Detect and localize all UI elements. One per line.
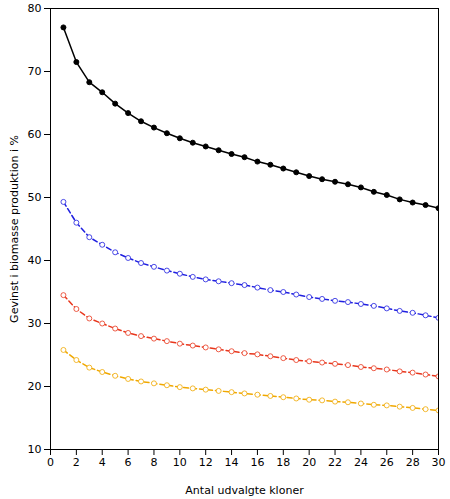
svg-text:28: 28 [406,456,420,469]
svg-text:70: 70 [28,65,42,78]
svg-text:30: 30 [432,456,446,469]
svg-text:0: 0 [47,456,54,469]
svg-text:18: 18 [276,456,290,469]
svg-text:50: 50 [28,191,42,204]
svg-text:10: 10 [173,456,187,469]
svg-text:20: 20 [28,380,42,393]
svg-text:14: 14 [225,456,239,469]
svg-text:80: 80 [28,2,42,15]
svg-text:Antal udvalgte kloner: Antal udvalgte kloner [185,484,304,497]
svg-text:24: 24 [354,456,368,469]
svg-text:40: 40 [28,254,42,267]
svg-text:6: 6 [125,456,132,469]
svg-text:26: 26 [380,456,394,469]
svg-text:2: 2 [73,456,80,469]
svg-text:8: 8 [150,456,157,469]
svg-text:12: 12 [199,456,213,469]
svg-text:16: 16 [250,456,264,469]
svg-text:20: 20 [302,456,316,469]
svg-text:22: 22 [328,456,342,469]
svg-text:30: 30 [28,317,42,330]
svg-text:4: 4 [99,456,106,469]
svg-text:10: 10 [28,443,42,456]
svg-text:Gevinst i biomasse produktion: Gevinst i biomasse produktion i % [8,135,21,323]
svg-text:60: 60 [28,128,42,141]
